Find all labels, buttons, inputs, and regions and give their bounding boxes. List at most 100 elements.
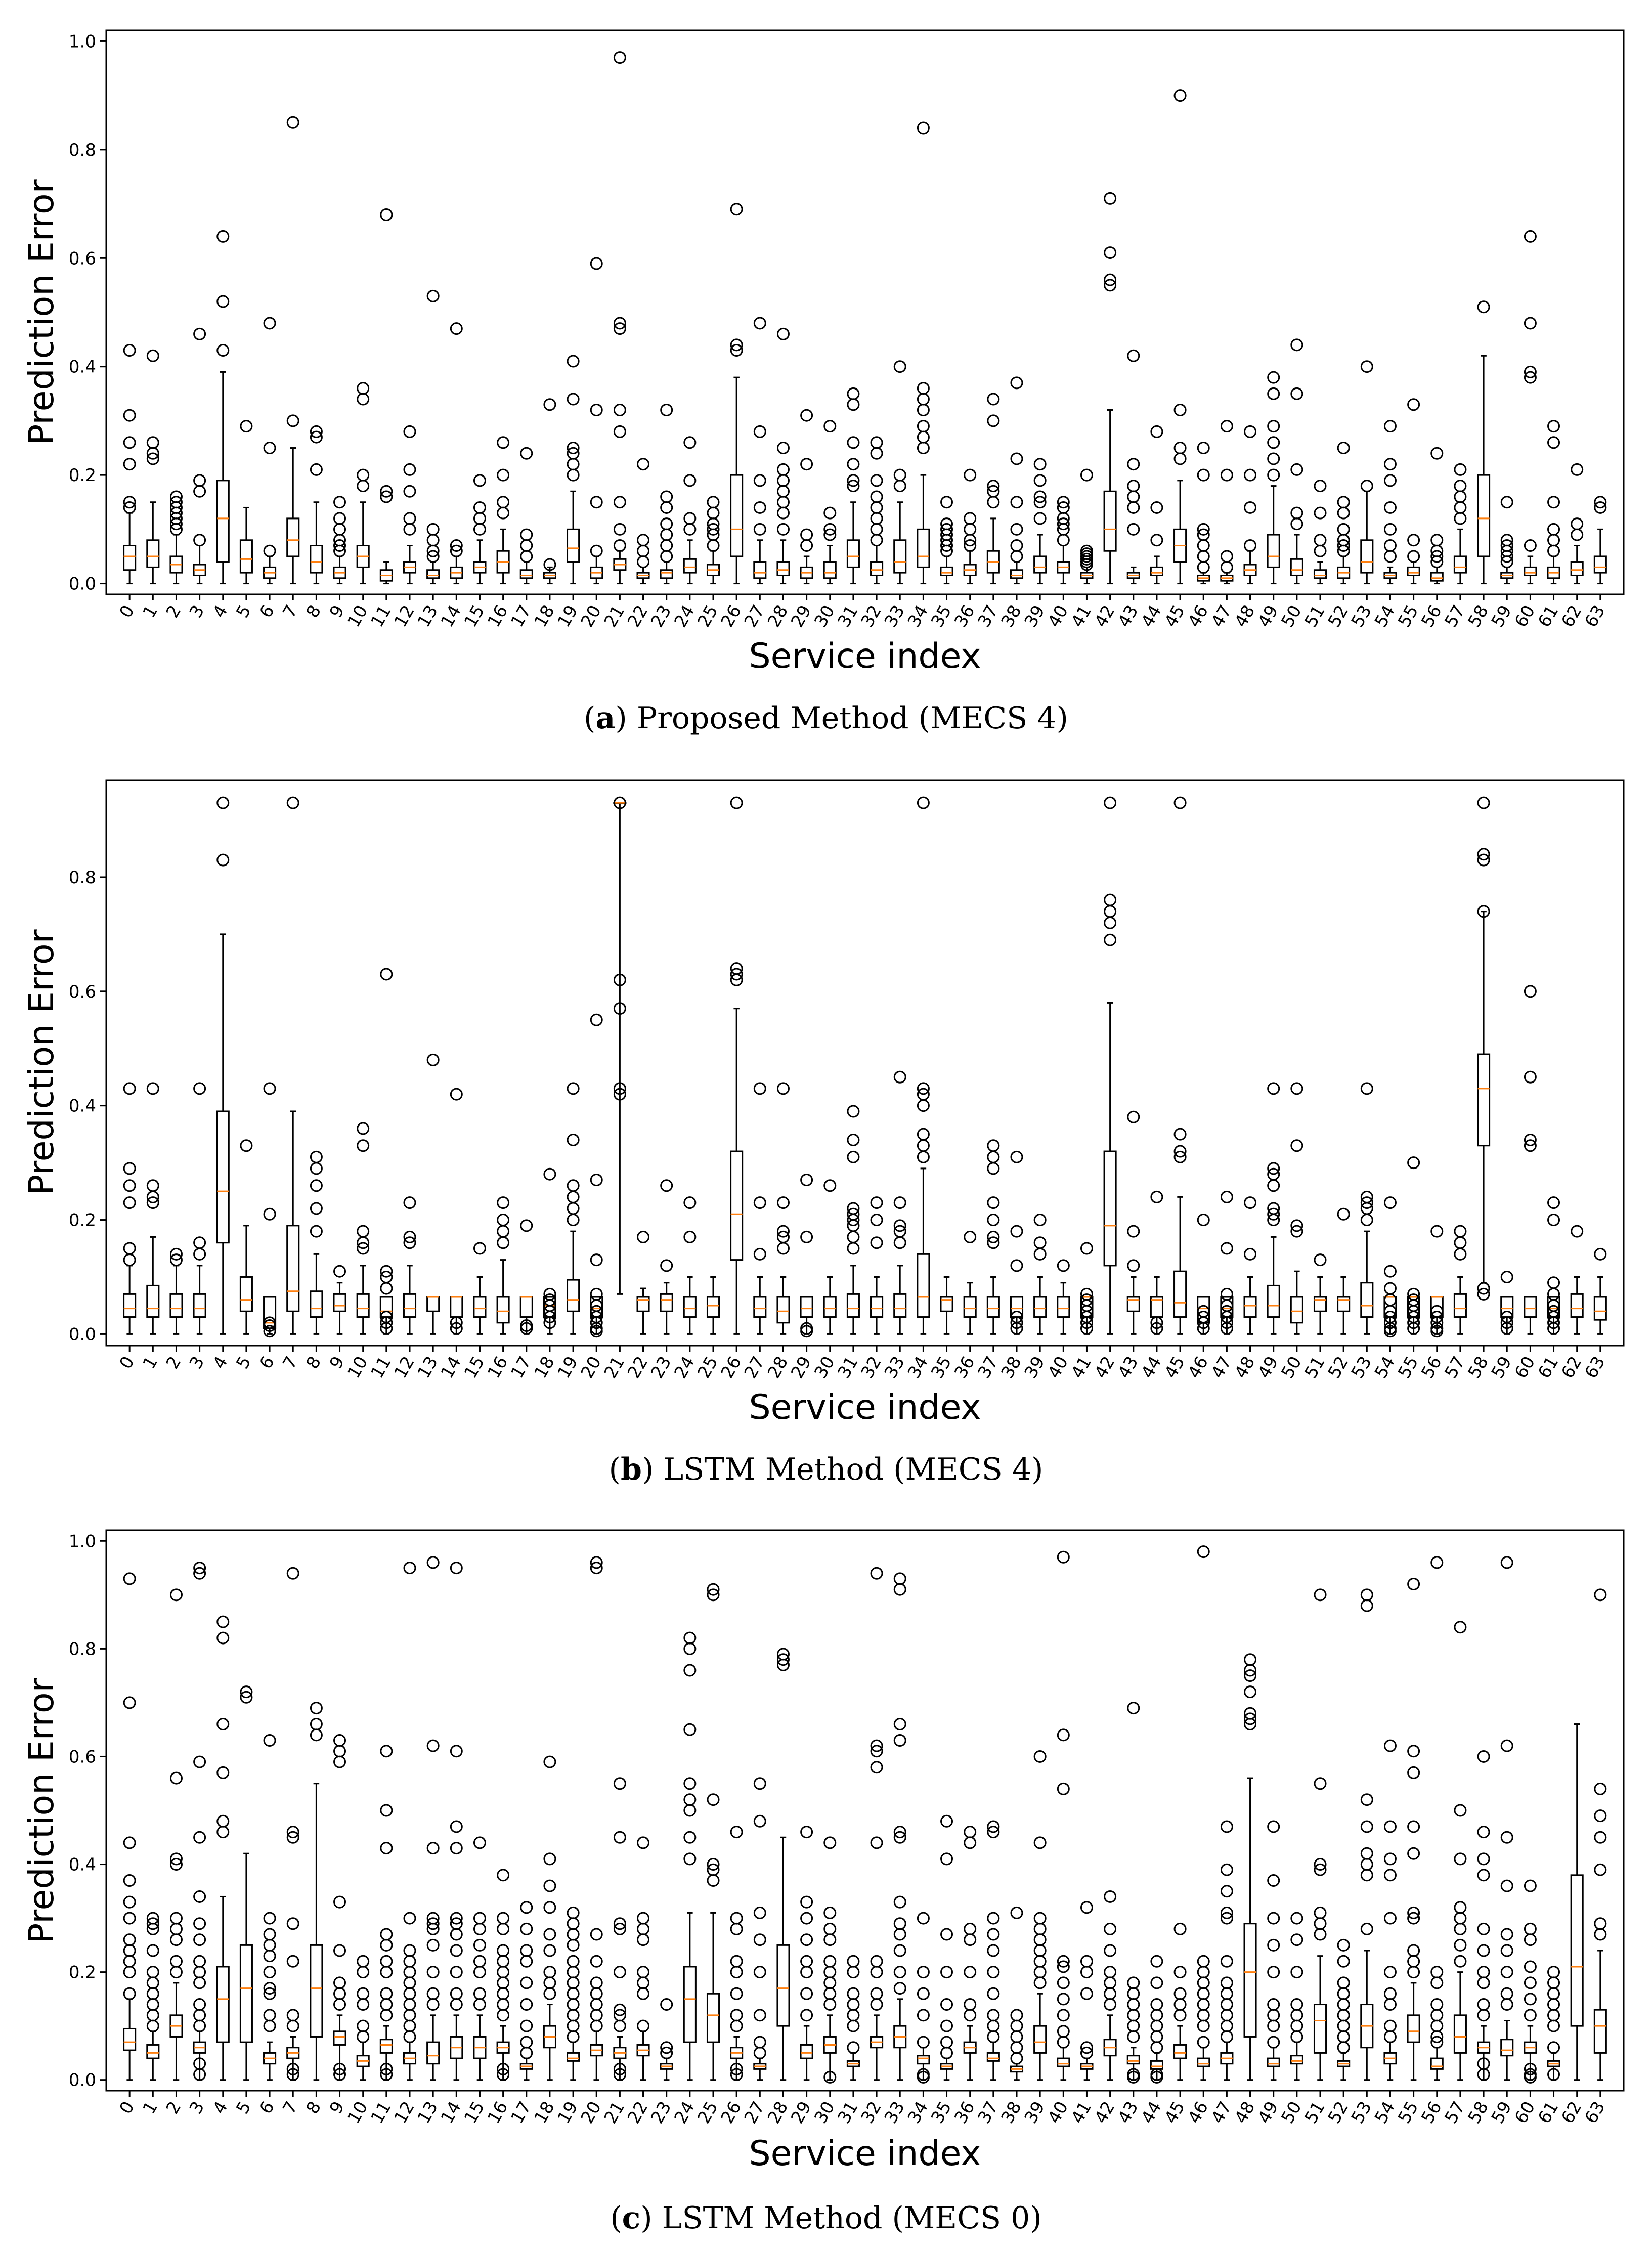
panel-a-xtick-label: 54	[1371, 602, 1399, 631]
panel-a-box-63	[1593, 496, 1607, 585]
iqr-box	[123, 2027, 137, 2051]
outlier-point	[1033, 1236, 1047, 1249]
panel-a-box-14	[450, 322, 463, 585]
iqr-box	[1453, 555, 1467, 574]
outlier-point	[917, 1150, 930, 1163]
outlier-point	[473, 523, 486, 536]
iqr-box	[776, 1296, 790, 1324]
panel-a-box-54	[1383, 420, 1397, 585]
outlier-point	[1150, 1955, 1163, 1968]
outlier-point	[1477, 1998, 1490, 2011]
panel-b-xtick-label: 5	[232, 1353, 255, 1373]
outlier-point	[497, 2068, 510, 2081]
panel-c-box-0	[123, 1572, 137, 2081]
panel-a-xtick-label: 33	[881, 602, 909, 631]
outlier-point	[380, 1311, 393, 1324]
outlier-point	[169, 1966, 183, 1979]
outlier-point	[426, 1053, 440, 1066]
outlier-point	[380, 1998, 393, 2011]
outlier-point	[403, 1562, 416, 1575]
outlier-point	[1267, 1167, 1280, 1181]
panel-c-box-55	[1407, 1578, 1420, 2081]
panel-c-xtick-label: 0	[115, 2098, 138, 2118]
outlier-point	[1127, 2019, 1140, 2032]
outlier-point	[1220, 420, 1233, 433]
outlier-point	[1383, 1869, 1397, 1882]
panel-b-xtick-label: 59	[1488, 1353, 1516, 1382]
panel-a-box-62	[1570, 463, 1584, 585]
iqr-box	[730, 474, 744, 557]
outlier-point	[1383, 1311, 1397, 1324]
outlier-point	[613, 2009, 626, 2022]
outlier-point	[613, 1002, 626, 1015]
outlier-point	[683, 1631, 697, 1645]
panel-c-box-19	[567, 1906, 580, 2081]
outlier-point	[940, 1852, 953, 1866]
outlier-point	[1524, 1976, 1537, 1989]
outlier-point	[216, 1814, 230, 1828]
outlier-point	[613, 425, 626, 438]
outlier-point	[1500, 496, 1513, 509]
outlier-point	[1477, 1750, 1490, 1763]
iqr-box	[1103, 1150, 1117, 1267]
panel-c-xtick-label: 2	[162, 2098, 185, 2118]
outlier-point	[1150, 425, 1163, 438]
outlier-point	[964, 539, 977, 552]
panel-b-xtick-label: 39	[1021, 1353, 1049, 1382]
outlier-point	[1524, 317, 1537, 330]
outlier-point	[567, 1976, 580, 1989]
outlier-point	[1150, 2009, 1163, 2022]
panel-a-box-5	[239, 420, 253, 585]
outlier-point	[847, 480, 860, 493]
outlier-point	[823, 1933, 837, 1946]
panel-b-box-12	[403, 1196, 417, 1335]
outlier-point	[1430, 2009, 1444, 2022]
outlier-point	[1150, 1976, 1163, 1989]
outlier-point	[216, 1631, 230, 1645]
outlier-point	[1220, 468, 1233, 482]
panel-a-xtick-label: 13	[414, 602, 442, 631]
outlier-point	[1594, 501, 1607, 514]
outlier-point	[940, 2036, 953, 2049]
panel-b-xtick-label: 27	[741, 1353, 769, 1382]
iqr-box	[263, 1296, 277, 1329]
outlier-point	[333, 1265, 346, 1278]
outlier-point	[450, 1966, 463, 1979]
outlier-point	[240, 1139, 253, 1152]
outlier-point	[169, 1588, 183, 1602]
outlier-point	[987, 1820, 1000, 1833]
outlier-point	[146, 1987, 159, 2000]
panel-c-xtick-label: 20	[577, 2098, 605, 2127]
outlier-point	[1057, 2025, 1070, 2038]
iqr-box	[683, 1966, 697, 2043]
outlier-point	[847, 474, 860, 487]
outlier-point	[1290, 1933, 1303, 1946]
panel-a-xtick-label: 43	[1114, 602, 1142, 631]
outlier-point	[567, 1906, 580, 1919]
outlier-point	[753, 1966, 766, 1979]
outlier-point	[1244, 468, 1257, 482]
panel-a-box-46	[1197, 442, 1210, 585]
outlier-point	[333, 539, 346, 552]
panel-a-box-25	[706, 496, 720, 585]
panel-b-caption-text: LSTM Method (MECS 4)	[663, 1452, 1043, 1487]
panel-c-box-36	[963, 1826, 977, 2081]
panel-c-xtick-label: 37	[974, 2098, 1002, 2127]
outlier-point	[123, 1912, 136, 1925]
outlier-point	[380, 1842, 393, 1855]
outlier-point	[1383, 2019, 1397, 2032]
outlier-point	[1337, 506, 1350, 520]
panel-a-xtick-label: 39	[1021, 602, 1049, 631]
outlier-point	[450, 1316, 463, 1329]
outlier-point	[987, 1236, 1000, 1249]
outlier-point	[1290, 1998, 1303, 2011]
panel-b-xtick-label: 11	[367, 1353, 395, 1382]
panel-a-xtick-label: 16	[484, 602, 512, 631]
panel-c-box-37	[986, 1820, 1000, 2081]
outlier-point	[1407, 1966, 1420, 1979]
panel-a-plot-frame	[105, 29, 1625, 595]
outlier-point	[800, 458, 813, 471]
panel-c-xtick-label: 44	[1137, 2098, 1165, 2127]
outlier-point	[1267, 1912, 1280, 1925]
panel-c-xtick-label: 34	[904, 2098, 932, 2127]
